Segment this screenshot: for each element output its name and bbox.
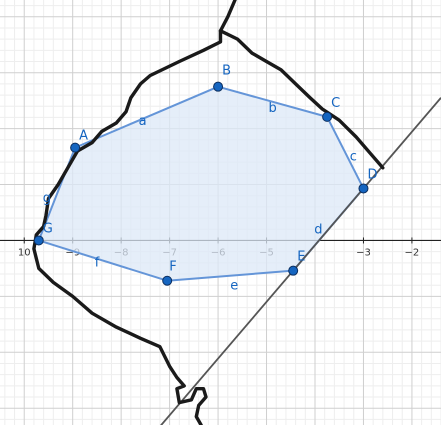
x-axis-tick-label: −9 (65, 247, 80, 258)
segment-label-b: b (268, 101, 276, 116)
point-f[interactable] (162, 275, 173, 286)
polygon-fill[interactable] (38, 86, 364, 281)
line-through-d-e[interactable] (0, 97, 441, 425)
point-label-c: C (331, 96, 340, 111)
point-label-g: G (43, 221, 53, 236)
segment-label-e: e (230, 279, 238, 294)
point-label-a: A (79, 129, 88, 144)
point-a[interactable] (70, 142, 81, 153)
point-label-d: D (367, 167, 377, 182)
point-c[interactable] (322, 111, 333, 122)
segment-label-c: c (350, 150, 357, 165)
segment-label-a: a (139, 114, 147, 129)
polygon-vertices[interactable] (33, 81, 369, 286)
point-g[interactable] (33, 235, 44, 246)
point-label-b: B (222, 64, 231, 79)
point-d[interactable] (358, 183, 369, 194)
vertex-labels: A B C D E F G (43, 64, 378, 275)
point-b[interactable] (213, 81, 224, 92)
freehand-stroke-right[interactable] (218, 29, 385, 170)
x-axis-tick-label: −3 (356, 247, 371, 258)
x-axis-tick-label: 10 (18, 247, 31, 258)
segment-label-d: d (314, 223, 322, 238)
segment-labels: a b c d e f g (43, 101, 357, 294)
point-label-e: E (297, 250, 305, 265)
segment-c[interactable] (326, 116, 365, 189)
segment-f[interactable] (38, 239, 168, 282)
x-axis-tick-label: −2 (405, 247, 420, 258)
segment-e[interactable] (167, 269, 294, 282)
segment-b[interactable] (217, 85, 328, 118)
point-e[interactable] (288, 265, 299, 276)
point-label-f: F (169, 260, 176, 275)
line-de[interactable] (0, 97, 441, 425)
segment-label-f: f (95, 256, 100, 271)
segment-label-g: g (43, 191, 51, 206)
segment-a[interactable] (74, 85, 219, 149)
